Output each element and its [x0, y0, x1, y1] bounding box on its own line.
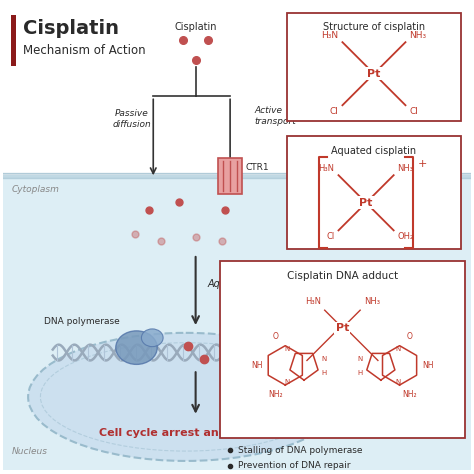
Text: DNA polymerase: DNA polymerase	[45, 317, 120, 326]
Text: Aquation: Aquation	[208, 279, 251, 289]
Bar	[3, 175, 471, 470]
Bar	[287, 13, 461, 121]
Text: Cisplatin: Cisplatin	[174, 22, 217, 33]
Text: Cl: Cl	[329, 107, 338, 116]
Text: N: N	[358, 356, 363, 363]
Text: Nucleus: Nucleus	[11, 447, 47, 456]
Bar	[11, 15, 16, 66]
Text: Pt: Pt	[359, 198, 373, 208]
Ellipse shape	[141, 329, 163, 346]
Text: Passive
diffusion: Passive diffusion	[112, 109, 151, 128]
Bar	[219, 158, 242, 194]
Text: OH₂: OH₂	[398, 232, 414, 241]
Text: NH₃: NH₃	[410, 31, 427, 40]
Text: CTR1: CTR1	[246, 164, 270, 173]
Text: N: N	[395, 346, 400, 352]
Text: H: H	[322, 370, 327, 376]
Text: Cisplatin DNA adduct: Cisplatin DNA adduct	[287, 271, 398, 281]
Text: Stalling of DNA polymerase: Stalling of DNA polymerase	[238, 446, 363, 455]
Bar	[3, 173, 471, 178]
Text: Aquated cisplatin: Aquated cisplatin	[331, 146, 417, 155]
Text: H₃N: H₃N	[321, 31, 338, 40]
Text: O: O	[273, 332, 278, 341]
Text: Structure of cisplatin: Structure of cisplatin	[323, 22, 425, 33]
Text: NH₂: NH₂	[402, 390, 417, 399]
Bar	[287, 136, 461, 249]
Text: H₃N: H₃N	[319, 164, 335, 173]
Text: +: +	[417, 159, 427, 169]
Ellipse shape	[116, 331, 157, 365]
Bar	[220, 261, 465, 438]
Text: N: N	[322, 356, 327, 363]
Text: NH₃: NH₃	[364, 297, 380, 306]
Text: N: N	[284, 379, 290, 385]
Text: NH₂: NH₂	[268, 390, 283, 399]
Text: Mechanism of Action: Mechanism of Action	[23, 44, 146, 57]
Text: O: O	[407, 332, 412, 341]
Text: NH: NH	[422, 361, 434, 370]
Text: Cisplatin: Cisplatin	[23, 18, 119, 37]
Text: Pt: Pt	[336, 323, 349, 333]
Text: Prevention of DNA repair: Prevention of DNA repair	[238, 461, 350, 470]
Text: Active
transport: Active transport	[255, 106, 296, 126]
Text: N: N	[284, 346, 290, 352]
Text: Cl: Cl	[326, 232, 335, 241]
Bar	[3, 3, 471, 175]
Ellipse shape	[28, 333, 343, 461]
Text: NH: NH	[251, 361, 263, 370]
Text: H: H	[358, 370, 363, 376]
Text: Pt: Pt	[367, 69, 381, 79]
Text: NH₃: NH₃	[398, 164, 414, 173]
Text: Cl: Cl	[410, 107, 418, 116]
Text: Cell cycle arrest and apoptosis: Cell cycle arrest and apoptosis	[100, 428, 292, 438]
Text: Cytoplasm: Cytoplasm	[11, 185, 59, 194]
Text: N: N	[395, 379, 400, 385]
Text: H₃N: H₃N	[305, 297, 321, 306]
